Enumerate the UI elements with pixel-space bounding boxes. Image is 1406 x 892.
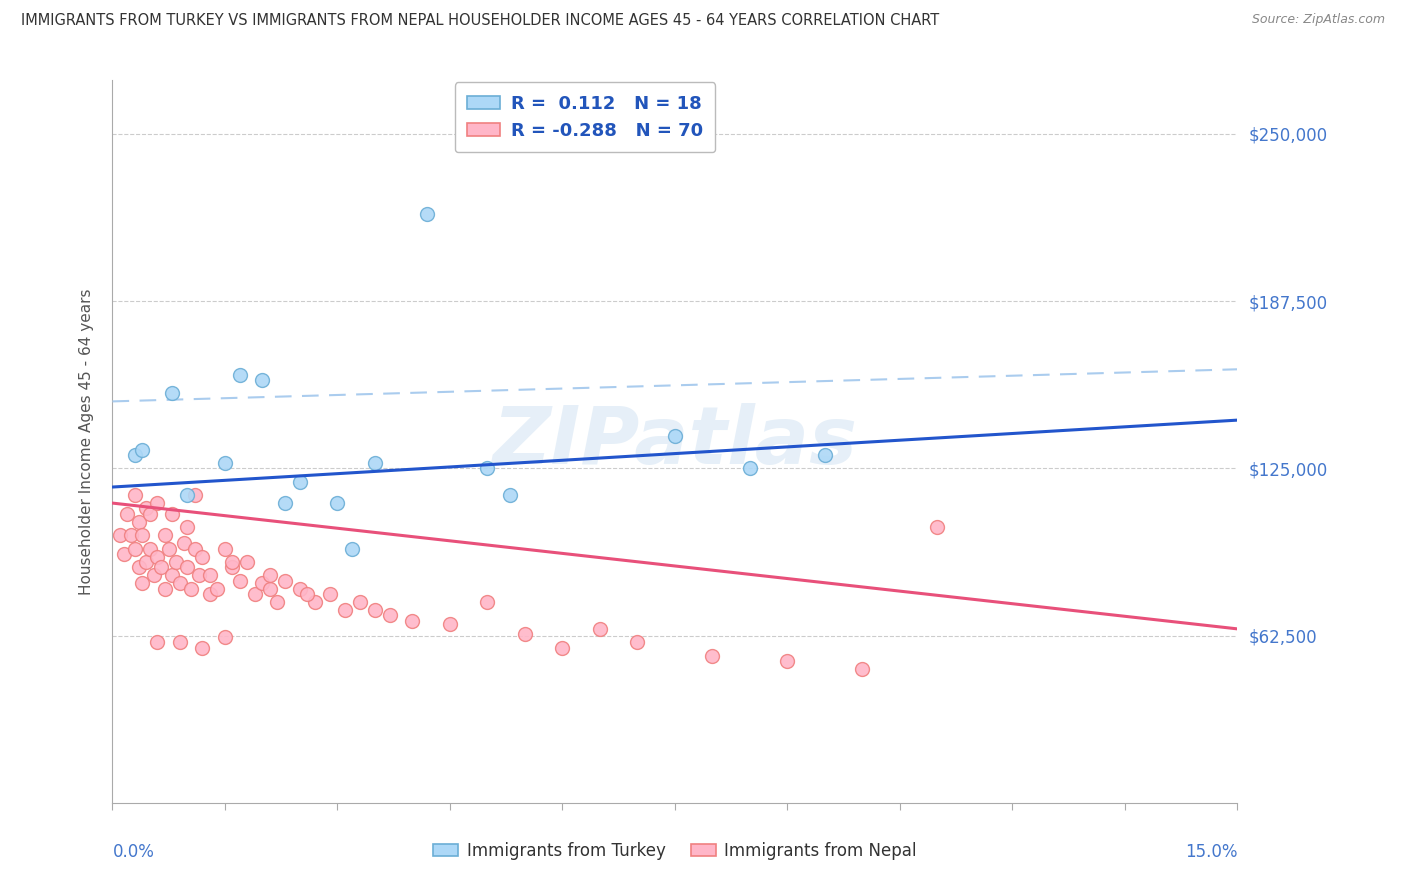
Point [229, 574, 252, 588]
Point [176, 488, 198, 502]
Point [589, 622, 612, 636]
Point [349, 595, 371, 609]
Point [297, 587, 319, 601]
Point [131, 528, 153, 542]
Point [169, 576, 191, 591]
Point [259, 568, 281, 582]
Point [439, 616, 461, 631]
Point [221, 555, 243, 569]
Point [664, 429, 686, 443]
Point [214, 541, 236, 556]
Point [135, 555, 157, 569]
Point [378, 608, 401, 623]
Point [146, 635, 169, 649]
Point [207, 582, 229, 596]
Point [124, 541, 146, 556]
Point [198, 568, 221, 582]
Point [214, 630, 236, 644]
Point [304, 595, 326, 609]
Point [120, 528, 142, 542]
Point [173, 536, 195, 550]
Point [288, 475, 311, 489]
Point [128, 560, 150, 574]
Point [333, 603, 356, 617]
Legend: Immigrants from Turkey, Immigrants from Nepal: Immigrants from Turkey, Immigrants from … [426, 836, 924, 867]
Point [131, 576, 153, 591]
Point [776, 654, 799, 668]
Point [112, 547, 135, 561]
Point [153, 582, 176, 596]
Point [252, 576, 274, 591]
Point [551, 640, 574, 655]
Text: 0.0%: 0.0% [112, 843, 155, 861]
Point [124, 448, 146, 462]
Point [259, 582, 281, 596]
Point [146, 549, 169, 564]
Point [326, 496, 349, 510]
Text: IMMIGRANTS FROM TURKEY VS IMMIGRANTS FROM NEPAL HOUSEHOLDER INCOME AGES 45 - 64 : IMMIGRANTS FROM TURKEY VS IMMIGRANTS FRO… [21, 13, 939, 29]
Point [243, 587, 266, 601]
Point [274, 574, 297, 588]
Point [139, 541, 162, 556]
Point [131, 442, 153, 457]
Point [364, 456, 387, 470]
Point [214, 456, 236, 470]
Point [477, 461, 499, 475]
Point [184, 541, 207, 556]
Point [221, 560, 243, 574]
Point [364, 603, 387, 617]
Point [162, 568, 184, 582]
Point [274, 496, 297, 510]
Point [401, 614, 423, 628]
Y-axis label: Householder Income Ages 45 - 64 years: Householder Income Ages 45 - 64 years [79, 288, 94, 595]
Point [139, 507, 162, 521]
Point [477, 595, 499, 609]
Point [198, 587, 221, 601]
Point [814, 448, 837, 462]
Point [499, 488, 522, 502]
Point [165, 555, 187, 569]
Point [142, 568, 165, 582]
Text: 15.0%: 15.0% [1185, 843, 1237, 861]
Point [738, 461, 761, 475]
Point [124, 488, 146, 502]
Point [342, 541, 364, 556]
Point [702, 648, 724, 663]
Point [157, 541, 180, 556]
Point [513, 627, 536, 641]
Point [191, 549, 214, 564]
Point [108, 528, 131, 542]
Point [153, 528, 176, 542]
Point [927, 520, 949, 534]
Point [191, 640, 214, 655]
Point [162, 386, 184, 401]
Point [236, 555, 259, 569]
Point [626, 635, 648, 649]
Point [266, 595, 288, 609]
Point [128, 515, 150, 529]
Point [169, 635, 191, 649]
Point [184, 488, 207, 502]
Point [851, 662, 873, 676]
Point [146, 496, 169, 510]
Point [135, 501, 157, 516]
Point [176, 520, 198, 534]
Point [176, 560, 198, 574]
Text: ZIPatlas: ZIPatlas [492, 402, 858, 481]
Text: Source: ZipAtlas.com: Source: ZipAtlas.com [1251, 13, 1385, 27]
Point [252, 373, 274, 387]
Point [162, 507, 184, 521]
Point [117, 507, 139, 521]
Point [319, 587, 342, 601]
Point [150, 560, 173, 574]
Point [229, 368, 252, 382]
Point [187, 568, 209, 582]
Point [288, 582, 311, 596]
Point [416, 207, 439, 221]
Point [180, 582, 202, 596]
